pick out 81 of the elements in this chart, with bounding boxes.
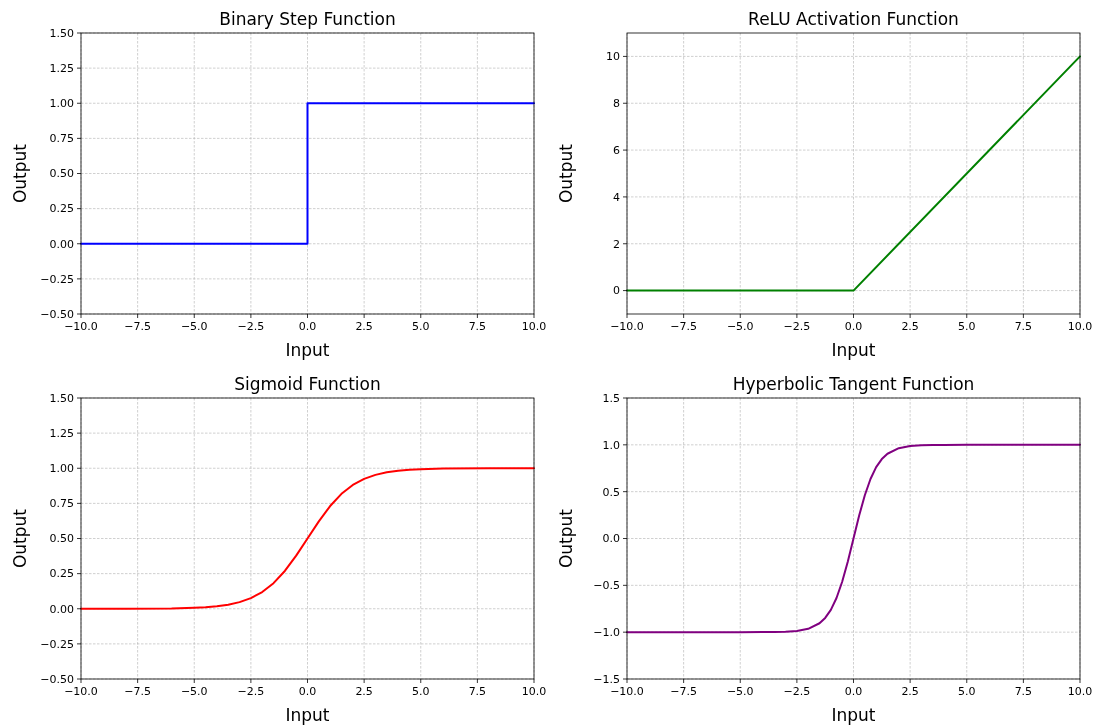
y-tick-label: −1.5 [593,672,620,686]
x-tick-label: −2.5 [237,685,265,698]
y-tick-label: −0.50 [40,307,74,321]
y-tick-label: 2 [613,237,620,251]
chart-title: Binary Step Function [219,9,396,29]
y-tick-label: 0.5 [602,485,620,499]
y-tick-label: 0.00 [49,602,74,616]
y-tick-label: −0.5 [593,579,620,593]
x-tick-label: 7.5 [468,320,487,333]
chart-title: Sigmoid Function [234,374,381,394]
x-tick-label: 10.0 [1067,320,1093,333]
x-tick-label: 5.0 [412,685,430,698]
x-tick-label: −10.0 [64,685,98,698]
y-tick-label: 0.0 [602,532,620,546]
x-tick-label: −2.5 [783,685,811,698]
x-tick-label: 7.5 [1014,320,1033,333]
line-series [626,443,1081,634]
x-tick-label: −7.5 [670,320,697,333]
y-tick-label: 1.25 [49,426,74,440]
x-tick-label: 0.0 [298,320,317,333]
y-tick-label: 0.25 [49,202,74,216]
x-tick-label: −5.0 [180,685,208,698]
y-tick-label: 1.50 [49,26,74,40]
chart-title: Hyperbolic Tangent Function [732,374,975,394]
x-tick-label: −7.5 [670,685,697,698]
y-tick-label: 1.50 [49,391,74,405]
y-tick-label: 8 [613,97,620,111]
x-tick-label: 0.0 [298,685,317,698]
y-tick-label: −0.25 [40,272,74,286]
y-tick-label: 6 [613,143,620,157]
y-tick-label: −0.25 [40,637,74,651]
x-axis-title: Input [831,340,876,360]
y-tick-label: 1.0 [602,438,620,452]
x-tick-label: −7.5 [124,685,151,698]
y-tick-label: 0 [613,284,620,298]
y-tick-label: 1.00 [49,462,74,476]
y-tick-label: 1.00 [49,97,74,111]
y-tick-label: 0.75 [49,497,74,511]
y-axis-title: Output [556,508,576,569]
x-tick-label: 5.0 [958,685,976,698]
x-tick-label: 10.0 [1067,685,1093,698]
x-tick-label: −5.0 [180,320,208,333]
x-tick-label: 5.0 [412,320,430,333]
y-tick-label: −0.50 [40,672,74,686]
y-tick-label: 0.00 [49,237,74,251]
x-tick-label: 2.5 [355,320,373,333]
x-tick-label: −10.0 [610,320,644,333]
x-tick-label: 5.0 [958,320,976,333]
y-tick-label: 1.5 [602,391,620,405]
x-tick-label: −10.0 [610,685,644,698]
x-tick-label: 7.5 [468,685,487,698]
y-tick-label: 1.25 [49,61,74,75]
y-tick-label: 0.50 [49,167,74,181]
x-tick-label: −2.5 [237,320,265,333]
y-tick-label: 0.75 [49,132,74,146]
x-tick-label: 2.5 [901,320,919,333]
x-axis-title: Input [831,705,876,725]
chart-title: ReLU Activation Function [748,9,959,29]
x-tick-label: 0.0 [844,685,863,698]
y-tick-label: 0.50 [49,532,74,546]
x-tick-label: −2.5 [783,320,811,333]
line-series [80,467,535,610]
y-tick-label: −1.0 [593,626,620,640]
x-tick-label: 2.5 [901,685,919,698]
y-axis-title: Output [10,508,30,569]
x-tick-label: −7.5 [124,320,151,333]
x-tick-label: −5.0 [726,685,754,698]
y-tick-label: 10 [606,50,620,64]
x-tick-label: 7.5 [1014,685,1033,698]
x-tick-label: −10.0 [64,320,98,333]
x-tick-label: 2.5 [355,685,373,698]
x-axis-title: Input [285,705,330,725]
x-tick-label: 0.0 [844,320,863,333]
x-tick-label: 10.0 [521,320,547,333]
x-axis-title: Input [285,340,330,360]
y-tick-label: 0.25 [49,567,74,581]
x-tick-label: −5.0 [726,320,754,333]
y-tick-label: 4 [613,190,620,204]
y-axis-title: Output [10,143,30,204]
x-tick-label: 10.0 [521,685,547,698]
y-axis-title: Output [556,143,576,204]
